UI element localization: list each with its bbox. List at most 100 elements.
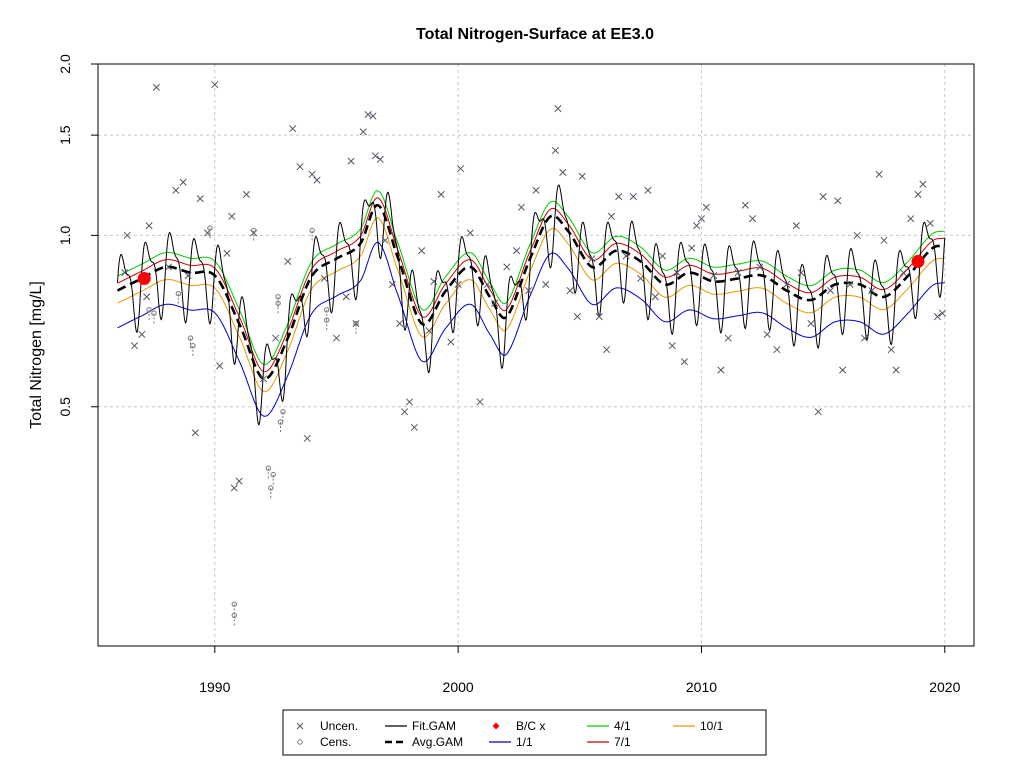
uncensored-point — [588, 255, 596, 263]
uncensored-point — [892, 366, 900, 374]
censored-point — [277, 419, 284, 425]
uncensored-point — [933, 313, 942, 321]
uncensored-point — [783, 280, 791, 289]
uncensored-point — [846, 280, 854, 289]
uncensored-point — [834, 197, 842, 205]
censored-point — [231, 601, 237, 607]
uncensored-point — [697, 215, 706, 223]
uncensored-point — [532, 186, 540, 194]
uncensored-point — [680, 358, 688, 366]
y-tick-label: 1.0 — [57, 225, 73, 245]
uncensored-point — [853, 231, 861, 239]
x-tick-label: 2020 — [929, 679, 960, 695]
y-axis-label: Total Nitrogen [mg/L] — [28, 281, 45, 429]
uncensored-point — [651, 293, 659, 301]
series-line-7-1 — [117, 197, 945, 373]
uncensored-point — [320, 274, 328, 283]
uncensored-point — [308, 170, 316, 178]
uncensored-point — [839, 366, 847, 374]
uncensored-point — [710, 272, 718, 280]
uncensored-point — [517, 203, 525, 211]
uncensored-point — [466, 229, 474, 237]
uncensored-point — [216, 362, 224, 370]
uncensored-point — [196, 195, 204, 203]
uncensored-point — [371, 152, 379, 160]
uncensored-point — [230, 484, 238, 492]
uncensored-point — [179, 178, 187, 186]
uncensored-point — [203, 229, 212, 237]
uncensored-point — [359, 128, 367, 136]
uncensored-point — [211, 81, 219, 89]
uncensored-point — [717, 366, 725, 374]
censored-point — [146, 307, 152, 313]
uncensored-point — [454, 280, 462, 289]
uncensored-point — [603, 346, 611, 354]
uncensored-point — [223, 249, 231, 257]
uncensored-point — [296, 163, 304, 171]
uncensored-point — [868, 287, 876, 295]
uncensored-point — [364, 111, 372, 119]
series-line-fit-gam — [117, 184, 946, 426]
uncensored-point — [235, 477, 243, 485]
censored-point — [324, 307, 330, 313]
censored-point — [280, 409, 286, 415]
uncensored-point — [887, 346, 895, 354]
uncensored-point — [578, 172, 586, 180]
uncensored-point — [702, 203, 710, 211]
uncensored-point — [938, 309, 946, 317]
censored-point — [151, 310, 157, 316]
uncensored-point — [734, 269, 742, 277]
censored-point — [268, 485, 274, 491]
uncensored-point — [369, 112, 377, 120]
legend-label: Fit.GAM — [412, 719, 456, 733]
uncensored-point — [559, 168, 567, 176]
censored-point — [190, 343, 196, 349]
uncensored-point — [381, 236, 389, 244]
legend: Uncen. Fit.GAM B/C x 4/1 10/1 Cens. Avg.GAM 1/1… — [282, 709, 767, 756]
uncensored-point — [130, 342, 139, 350]
y-tick-label: 1.5 — [57, 125, 73, 145]
legend-swatch-uncen — [296, 722, 304, 730]
uncensored-point — [401, 408, 409, 416]
uncensored-point — [405, 398, 414, 406]
uncensored-point — [396, 320, 404, 328]
uncensored-point — [512, 247, 521, 255]
legend-label: 7/1 — [614, 735, 631, 749]
uncensored-point — [607, 212, 615, 220]
uncensored-point — [615, 193, 623, 201]
uncensored-point — [447, 338, 455, 346]
uncensored-point — [483, 280, 491, 289]
uncensored-point — [875, 170, 883, 178]
series-line-avg-gam — [116, 203, 945, 381]
legend-label: B/C x — [516, 719, 545, 733]
uncensored-point — [289, 125, 297, 133]
uncensored-point — [191, 429, 199, 437]
series-line-4-1 — [117, 190, 945, 366]
uncensored-point — [272, 334, 280, 342]
uncensored-point — [388, 280, 396, 289]
uncensored-point — [525, 287, 533, 295]
uncensored-point — [437, 190, 445, 199]
uncensored-point — [807, 320, 815, 328]
uncensored-point — [919, 180, 927, 188]
censored-point — [251, 227, 257, 234]
uncensored-point — [693, 222, 701, 230]
uncensored-point — [425, 327, 433, 335]
uncensored-point — [797, 269, 805, 277]
uncensored-point — [724, 334, 732, 342]
x-tick-label: 2000 — [443, 679, 474, 695]
uncensored-point — [242, 190, 250, 199]
legend-label: 4/1 — [614, 719, 631, 733]
uncensored-point — [457, 165, 465, 173]
uncensored-point — [658, 252, 667, 260]
uncensored-point — [860, 334, 869, 342]
uncensored-point — [121, 269, 129, 277]
chart-title: Total Nitrogen-Surface at EE3.0 — [416, 26, 654, 43]
legend-swatch-cens — [297, 739, 303, 745]
legend-label: Uncen. — [320, 719, 358, 733]
uncensored-point — [595, 313, 603, 321]
uncensored-point — [145, 222, 153, 230]
uncensored-point — [303, 434, 311, 442]
uncensored-point — [347, 157, 355, 165]
uncensored-point — [819, 193, 827, 201]
